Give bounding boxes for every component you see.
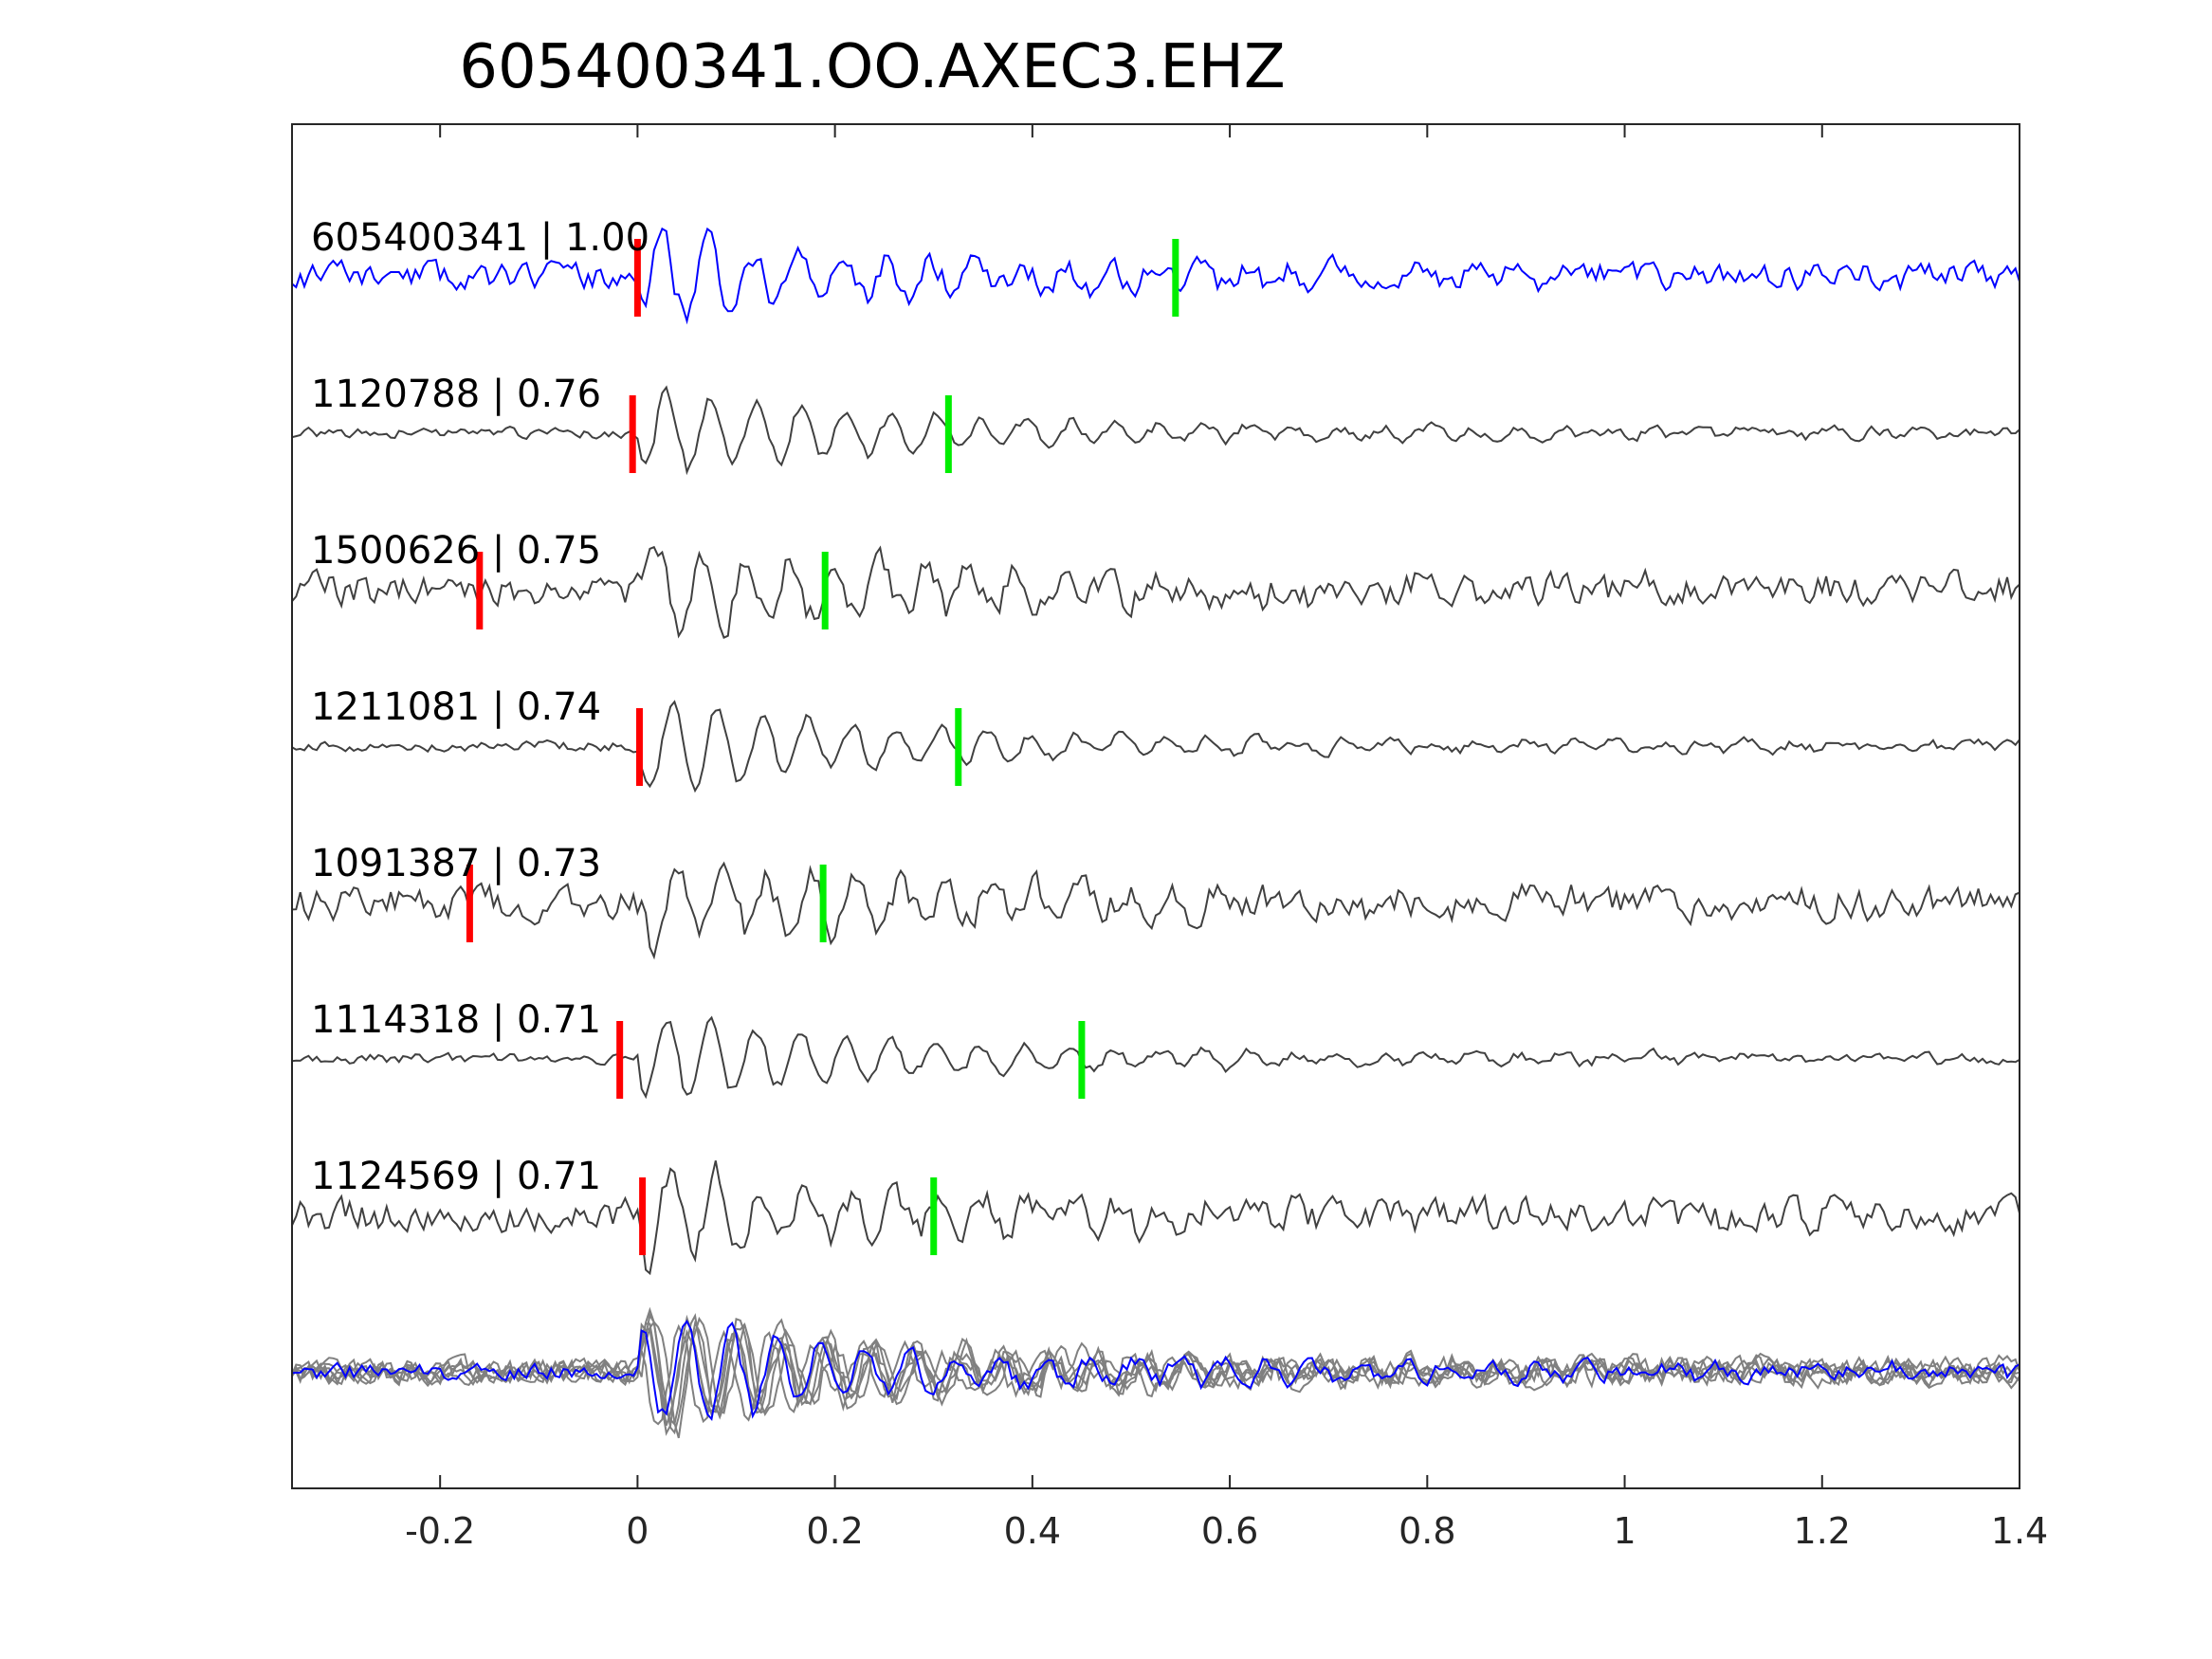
trace-label-5: 1114318 | 0.71 xyxy=(311,998,601,1042)
stack-template-trace xyxy=(291,1320,2020,1421)
trace-line-3 xyxy=(291,700,2020,793)
trace-line-4 xyxy=(291,861,2020,960)
x-tick-label: 1.2 xyxy=(1794,1510,1851,1552)
x-tick-label: -0.2 xyxy=(405,1510,475,1552)
x-tick-label: 1 xyxy=(1613,1510,1636,1552)
trace-line-0 xyxy=(291,227,2020,325)
trace-label-0: 605400341 | 1.00 xyxy=(311,216,649,260)
trace-line-1 xyxy=(291,385,2020,476)
x-axis-ticks: -0.2 0 0.2 0.4 0.6 0.8 1 1.2 1.4 xyxy=(405,124,2048,1552)
x-tick-label: 1.4 xyxy=(1991,1510,2048,1552)
x-tick-label: 0.8 xyxy=(1398,1510,1455,1552)
x-tick-label: 0 xyxy=(626,1510,649,1552)
x-tick-label: 0.2 xyxy=(806,1510,863,1552)
trace-labels: 605400341 | 1.00 1120788 | 0.76 1500626 | … xyxy=(311,216,649,1198)
stack-trace-4 xyxy=(291,1322,2020,1436)
trace-label-4: 1091387 | 0.73 xyxy=(311,842,601,885)
trace-label-3: 1211081 | 0.74 xyxy=(311,685,601,729)
trace-label-1: 1120788 | 0.76 xyxy=(311,373,601,416)
stack-trace-5 xyxy=(291,1306,2020,1427)
trace-line-5 xyxy=(291,1015,2020,1100)
trace-line-2 xyxy=(291,545,2020,639)
trace-label-2: 1500626 | 0.75 xyxy=(311,529,601,573)
x-tick-label: 0.4 xyxy=(1004,1510,1061,1552)
x-tick-label: 0.6 xyxy=(1201,1510,1258,1552)
trace-group xyxy=(291,227,2020,1439)
pick-markers xyxy=(466,239,1179,1255)
trace-label-6: 1124569 | 0.71 xyxy=(311,1155,601,1198)
trace-line-6 xyxy=(291,1160,2020,1276)
axes-frame xyxy=(291,123,2020,1489)
chart-title: 605400341.OO.AXEC3.EHZ xyxy=(459,32,1286,102)
